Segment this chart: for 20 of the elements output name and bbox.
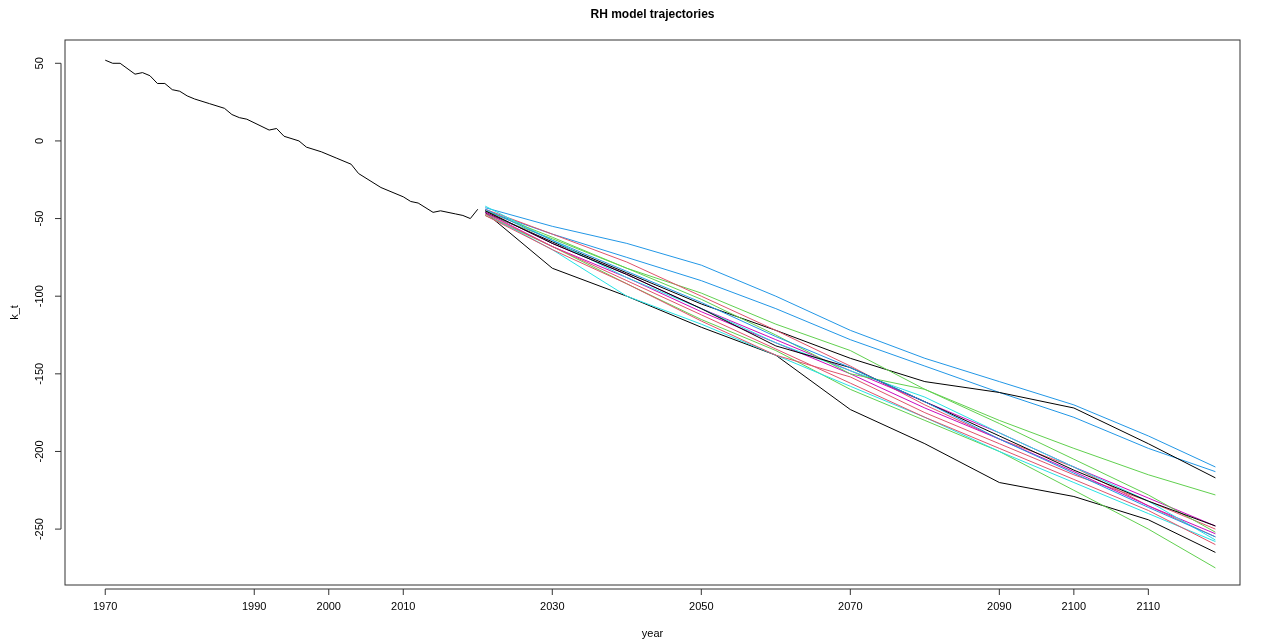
- y-tick-label: -250: [33, 518, 45, 541]
- y-tick-label: -150: [33, 362, 45, 385]
- x-tick-label: 2070: [838, 600, 863, 612]
- x-tick-label: 2100: [1061, 600, 1087, 612]
- y-tick-label: -200: [33, 440, 45, 463]
- y-tick-label: 0: [33, 137, 45, 144]
- y-tick-label: 50: [33, 57, 45, 70]
- x-tick-label: 2050: [689, 600, 714, 612]
- x-tick-label: 1990: [242, 600, 267, 612]
- x-tick-label: 2110: [1136, 600, 1161, 612]
- chart-title: RH model trajectories: [590, 7, 715, 21]
- y-axis-title: k_t: [8, 305, 20, 320]
- x-tick-label: 1970: [92, 600, 118, 612]
- x-tick-label: 2030: [540, 600, 565, 612]
- x-tick-label: 2090: [987, 600, 1012, 612]
- x-tick-label: 2010: [391, 600, 416, 612]
- y-tick-label: -50: [33, 210, 45, 227]
- y-tick-label: -100: [33, 285, 45, 308]
- x-tick-label: 2000: [316, 600, 341, 612]
- x-axis-title: year: [641, 627, 664, 639]
